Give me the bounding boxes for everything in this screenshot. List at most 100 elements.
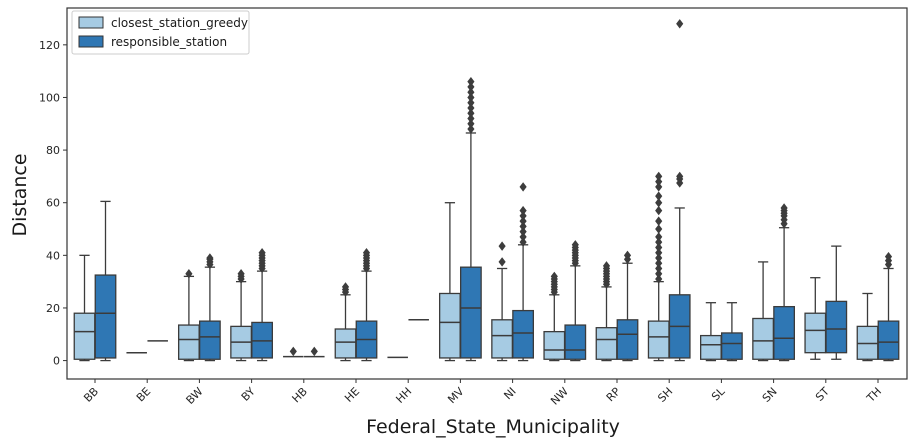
y-tick-label: 40: [46, 249, 60, 262]
x-axis: BB BE BW BY HB HE HH MV NI NW RP SH SL SN ST TH: [81, 379, 884, 408]
outlier-marker: [519, 232, 527, 242]
outlier-marker: [519, 226, 527, 237]
outlier-marker: [362, 248, 371, 258]
outlier-marker: [237, 269, 245, 279]
outlier-marker: [655, 205, 663, 216]
box-responsible_station-SH: [668, 19, 691, 362]
box-iqr: [700, 334, 722, 360]
box-closest_station_greedy-HB: [283, 346, 304, 358]
box-responsible_station-NI: [512, 182, 534, 362]
box-closest_station_greedy-BW: [177, 269, 200, 362]
outlier-marker: [341, 282, 350, 292]
y-tick-label: 0: [53, 355, 60, 368]
box-iqr: [198, 320, 221, 360]
box-iqr: [459, 266, 482, 359]
outlier-marker: [467, 119, 475, 129]
legend-swatch-responsible-station: [78, 35, 104, 48]
x-tick-label: NW: [548, 385, 571, 408]
outlier-marker: [206, 253, 214, 263]
box-responsible_station-MV: [459, 76, 482, 362]
outlier-marker: [655, 242, 663, 253]
outlier-marker: [519, 237, 527, 247]
outlier-marker: [467, 103, 475, 113]
x-tick-label: BW: [184, 385, 206, 407]
x-tick-label: SL: [709, 384, 728, 403]
box-closest_station_greedy-ST: [804, 277, 827, 360]
outlier-marker: [655, 224, 663, 234]
box-iqr: [334, 328, 357, 359]
box-iqr: [752, 317, 774, 360]
box-iqr: [94, 274, 117, 359]
box-series: [73, 19, 900, 362]
box-responsible_station-NW: [564, 240, 587, 362]
x-tick-label: BY: [239, 385, 258, 404]
box-iqr: [491, 319, 514, 359]
x-axis-label: Federal_State_Municipality: [366, 416, 620, 438]
outlier-marker: [467, 82, 475, 92]
outlier-marker: [655, 216, 663, 226]
y-tick-label: 20: [46, 302, 60, 315]
legend: closest_station_greedy responsible_stati…: [71, 10, 250, 55]
box-iqr: [877, 320, 900, 360]
box-responsible_station-RP: [616, 250, 639, 362]
x-tick-label: TH: [864, 385, 885, 406]
y-tick-label: 120: [39, 39, 60, 52]
x-tick-label: HB: [290, 385, 310, 405]
legend-frame: [71, 10, 250, 55]
box-closest_station_greedy-HE: [334, 282, 357, 362]
legend-swatch-closest-station-greedy: [78, 16, 104, 29]
box-responsible_station-BY: [251, 248, 274, 362]
outlier-marker: [519, 205, 527, 216]
box-iqr: [512, 309, 534, 359]
box-closest_station_greedy-NI: [491, 241, 514, 362]
box-iqr: [438, 292, 461, 359]
outlier-marker: [467, 113, 475, 124]
outlier-marker: [676, 171, 684, 182]
outlier-marker: [655, 253, 663, 263]
box-responsible_station-TH: [877, 251, 900, 362]
outlier-marker: [655, 171, 663, 182]
box-responsible_station-HE: [355, 248, 378, 362]
x-tick-label: SN: [760, 385, 780, 405]
box-closest_station_greedy-SL: [700, 302, 722, 362]
x-tick-label: BE: [134, 385, 153, 404]
outlier-marker: [519, 211, 527, 221]
outlier-marker: [623, 250, 632, 261]
box-responsible_station-HB: [304, 346, 325, 358]
outlier-marker: [655, 198, 663, 208]
box-iqr: [543, 330, 566, 360]
outlier-marker: [655, 258, 663, 268]
x-tick-label: HE: [342, 385, 362, 405]
outlier-marker: [655, 263, 663, 274]
box-responsible_station-BB: [94, 200, 117, 362]
outlier-marker: [676, 19, 684, 29]
y-axis-label: Distance: [9, 153, 31, 236]
outlier-marker: [289, 346, 297, 357]
box-closest_station_greedy-TH: [856, 292, 879, 362]
x-tick-label: ST: [813, 385, 832, 404]
box-iqr: [595, 327, 618, 360]
outlier-marker: [655, 237, 663, 247]
outlier-marker: [185, 269, 193, 279]
outlier-marker: [655, 248, 663, 258]
legend-label-responsible-station: responsible_station: [111, 35, 227, 49]
outlier-marker: [467, 124, 475, 134]
outlier-marker: [655, 274, 663, 284]
outlier-marker: [467, 76, 475, 87]
y-tick-label: 100: [39, 91, 60, 104]
box-iqr: [825, 300, 848, 354]
outlier-marker: [655, 176, 663, 187]
box-responsible_station-SL: [721, 302, 743, 362]
box-closest_station_greedy-MV: [438, 202, 461, 362]
outlier-marker: [467, 92, 475, 103]
outlier-marker: [258, 248, 266, 258]
outlier-marker: [467, 108, 475, 118]
outlier-marker: [550, 271, 558, 282]
box-iqr: [73, 312, 96, 360]
outlier-marker: [655, 269, 663, 279]
outlier-marker: [655, 182, 663, 192]
box-closest_station_greedy-RP: [595, 261, 618, 362]
box-iqr: [616, 319, 639, 360]
x-tick-label: HH: [393, 385, 414, 406]
box-iqr: [773, 305, 795, 360]
